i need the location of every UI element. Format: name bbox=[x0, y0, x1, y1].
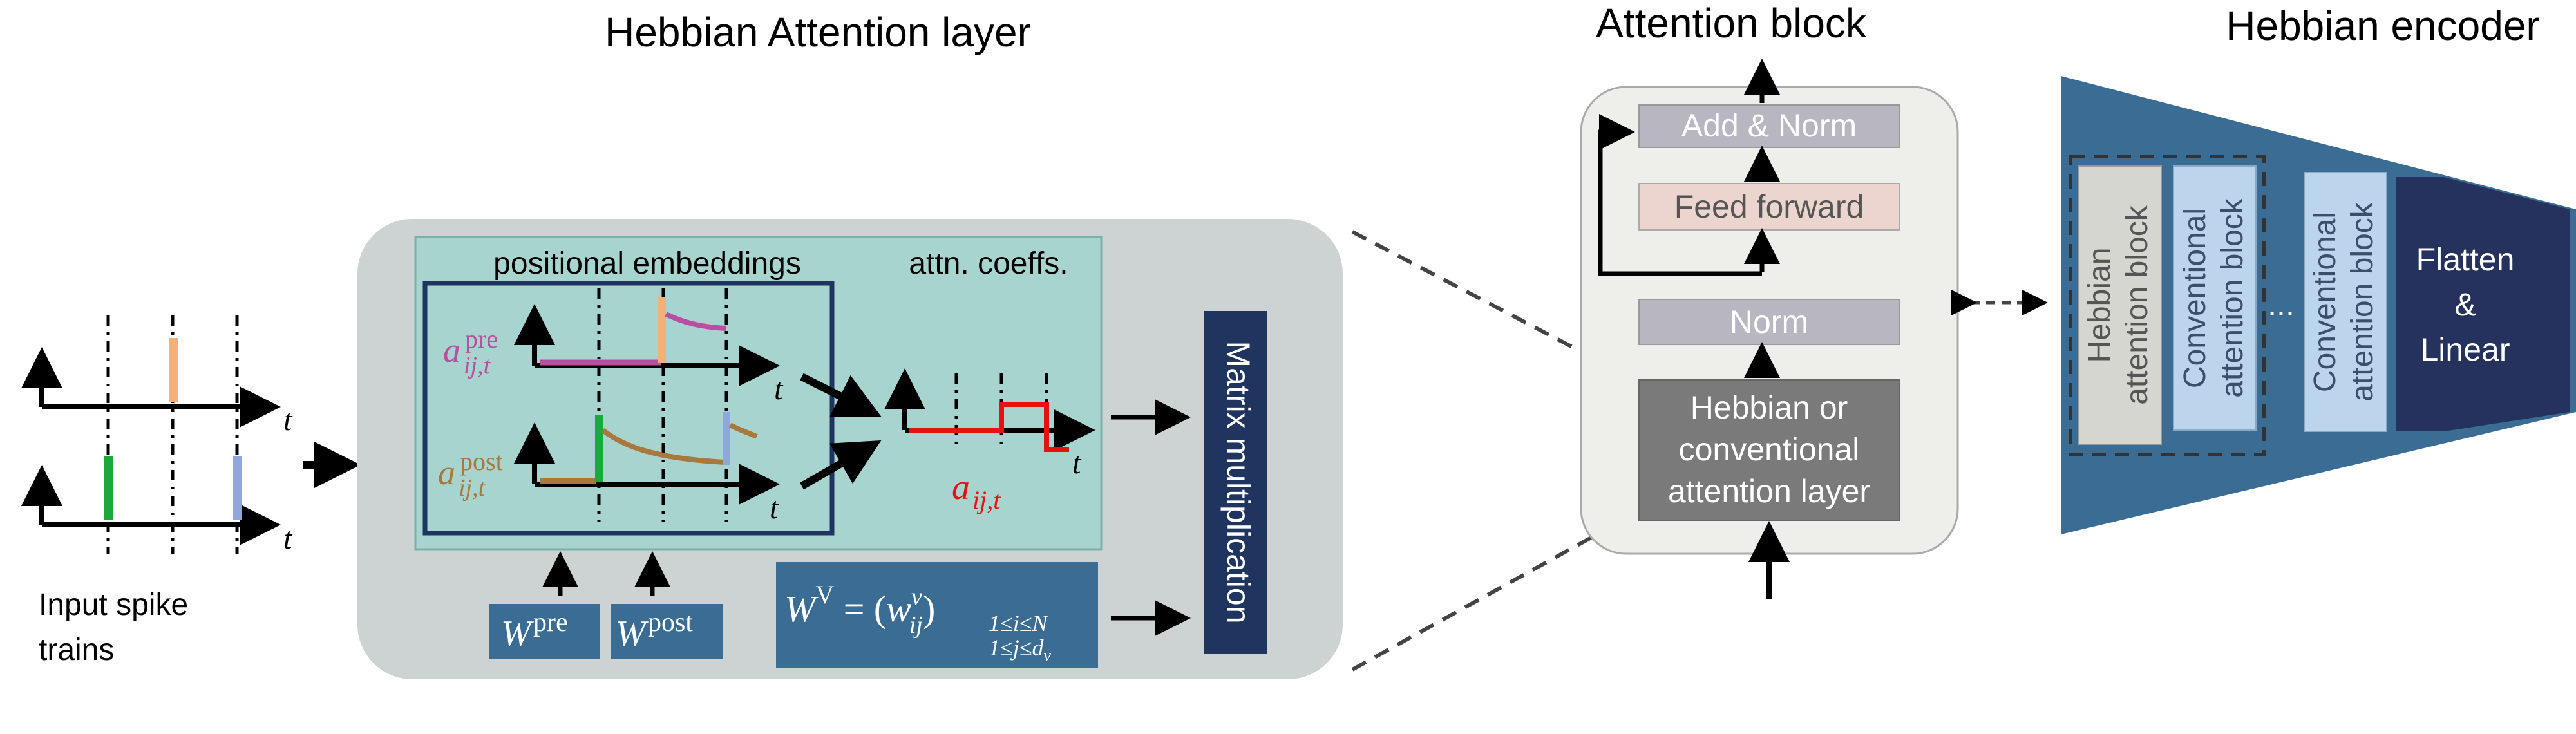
post-embedding-decay-2 bbox=[729, 422, 758, 439]
post-spike-blue bbox=[723, 412, 730, 465]
conventional-attention-block-rect bbox=[2304, 172, 2387, 432]
matrix-multiplication-label: Matrix multiplication bbox=[1220, 341, 1256, 623]
flatten-label-line3: Linear bbox=[2421, 332, 2510, 368]
time-label: t bbox=[1072, 446, 1082, 480]
input-label-line1: Input spike bbox=[39, 588, 188, 622]
conventional-attention-block-rect bbox=[2173, 165, 2257, 431]
spike-blue bbox=[233, 456, 242, 520]
hebbian-encoder: Hebbian attention block Conventional att… bbox=[2061, 76, 2576, 534]
repeated-block-group bbox=[2069, 155, 2266, 456]
flatten-label-line2: & bbox=[2454, 287, 2476, 323]
positional-embeddings-label: positional embeddings bbox=[493, 247, 801, 281]
hebbian-block-label-line1: Hebbian bbox=[2083, 248, 2117, 363]
feed-forward-box bbox=[1638, 183, 1900, 231]
pre-embedding-decay bbox=[665, 312, 727, 331]
wv-range1: 1≤i≤N bbox=[989, 610, 1049, 636]
time-label: t bbox=[283, 522, 293, 556]
ellipsis: ... bbox=[2268, 287, 2295, 323]
a-ijt-sub: ij,t bbox=[972, 485, 1001, 514]
norm-label: Norm bbox=[1730, 304, 1808, 340]
a-post-label: a bbox=[438, 453, 455, 492]
conv-block-label-line1: Conventional bbox=[2308, 212, 2342, 392]
w-post-sup: post bbox=[648, 608, 693, 637]
add-norm-box bbox=[1638, 104, 1900, 148]
attention-layer-box bbox=[1638, 379, 1900, 521]
attention-block: Add & Norm Feed forward Norm Hebbian or … bbox=[1580, 59, 1959, 599]
post-to-coeff-arrow bbox=[800, 440, 882, 490]
input-spike-trains: t t Input spike trains bbox=[21, 315, 293, 667]
wv-sup: V bbox=[815, 580, 834, 609]
w-pre-symbol: W bbox=[501, 614, 534, 654]
wv-w: w bbox=[886, 588, 911, 630]
w-pre-box bbox=[489, 604, 600, 659]
attn-coeff-curve bbox=[909, 402, 1069, 452]
title-hebbian-attention-layer: Hebbian Attention layer bbox=[605, 9, 1031, 55]
hebbian-attention-layer: positional embeddings attn. coeffs. a pr… bbox=[357, 219, 1343, 679]
conv-block-label-line1: Conventional bbox=[2178, 208, 2212, 388]
w-post-box bbox=[611, 604, 723, 659]
post-spike-green bbox=[595, 415, 603, 482]
hebbian-block-label-line2: attention block bbox=[2120, 205, 2154, 405]
a-post-sup: post bbox=[460, 447, 503, 476]
wv-equation: WV = (wv ij) bbox=[784, 580, 935, 639]
title-hebbian-encoder: Hebbian encoder bbox=[2226, 3, 2539, 49]
a-pre-sup: pre bbox=[465, 325, 498, 353]
a-pre-label: a bbox=[443, 331, 460, 370]
time-label: t bbox=[770, 491, 779, 525]
wv-box bbox=[776, 562, 1098, 668]
norm-box bbox=[1638, 299, 1900, 345]
flatten-label-line1: Flatten bbox=[2416, 241, 2515, 278]
flatten-linear-box bbox=[2396, 177, 2570, 431]
zoom-connector-bottom bbox=[1351, 516, 1627, 672]
w-post-symbol: W bbox=[616, 614, 649, 654]
attention-layer-label-line2: conventional bbox=[1679, 431, 1860, 467]
attention-layer-label-line3: attention layer bbox=[1668, 473, 1870, 509]
conv-block-label-line2: attention block bbox=[2215, 198, 2249, 398]
conv-block-label-line2: attention block bbox=[2345, 202, 2380, 402]
wv-range2: 1≤j≤dv bbox=[989, 635, 1052, 664]
hebbian-attention-block-rect bbox=[2078, 165, 2162, 445]
a-post-sub: ij,t bbox=[459, 475, 486, 502]
pre-to-coeff-arrow bbox=[800, 373, 882, 417]
a-ijt-label: a bbox=[952, 467, 970, 507]
attention-layer-label-line1: Hebbian or bbox=[1690, 390, 1848, 426]
feed-forward-label: Feed forward bbox=[1674, 189, 1864, 225]
title-attention-block: Attention block bbox=[1596, 0, 1867, 46]
time-label: t bbox=[774, 372, 784, 406]
wv-close: ) bbox=[923, 588, 935, 630]
spike-green bbox=[104, 456, 113, 520]
wv-w-sub: ij bbox=[909, 612, 923, 639]
wv-symbol: W bbox=[784, 588, 819, 630]
add-norm-label: Add & Norm bbox=[1681, 108, 1857, 144]
input-label-line2: trains bbox=[39, 633, 114, 667]
time-label: t bbox=[283, 403, 293, 437]
residual-connection bbox=[1598, 114, 1762, 276]
w-pre-sup: pre bbox=[533, 608, 568, 637]
spike-orange bbox=[169, 338, 178, 402]
attn-coeffs-label: attn. coeffs. bbox=[909, 247, 1068, 281]
a-pre-sub: ij,t bbox=[464, 352, 491, 379]
pre-spike-orange bbox=[658, 297, 666, 363]
wv-w-sup: v bbox=[911, 583, 922, 610]
post-embedding-decay bbox=[601, 428, 726, 465]
matrix-multiplication-box bbox=[1204, 311, 1267, 654]
wv-equals: = ( bbox=[834, 588, 886, 630]
